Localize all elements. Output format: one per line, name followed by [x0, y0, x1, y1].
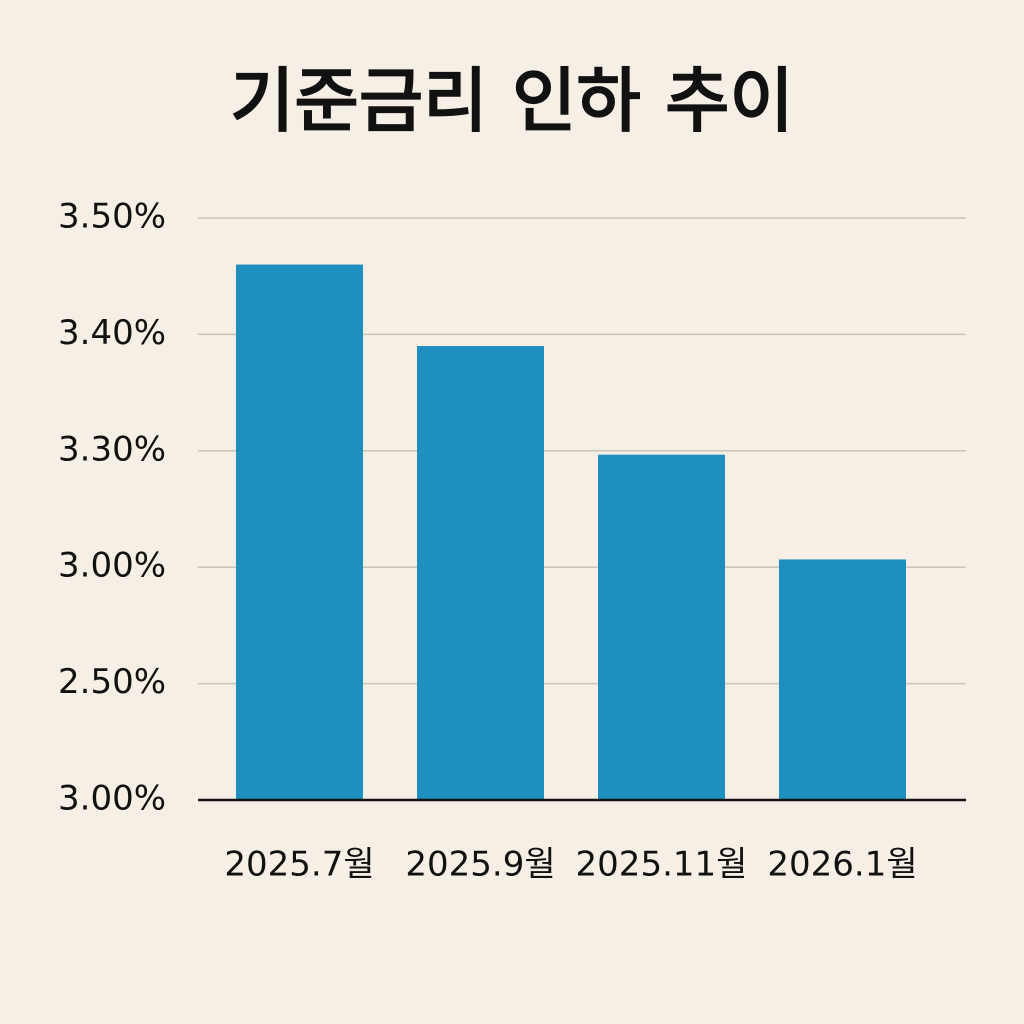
- x-tick-label: 2025.9월: [405, 845, 555, 885]
- bar: [236, 264, 363, 800]
- bar: [417, 346, 544, 800]
- y-tick-label: 3.50%: [58, 197, 166, 237]
- y-tick-label: 2.50%: [58, 662, 166, 702]
- chart-title: 기준금리 인하 추이: [230, 60, 794, 142]
- y-tick-label: 3.00%: [58, 546, 166, 586]
- bar: [598, 454, 725, 800]
- y-tick-label: 3.00%: [58, 779, 166, 819]
- y-tick-label: 3.30%: [58, 429, 166, 469]
- x-tick-label: 2026.1월: [767, 845, 917, 885]
- x-tick-label: 2025.7월: [224, 845, 374, 885]
- bar: [779, 559, 906, 800]
- y-tick-label: 3.40%: [58, 313, 166, 353]
- x-tick-label: 2025.11월: [576, 845, 748, 885]
